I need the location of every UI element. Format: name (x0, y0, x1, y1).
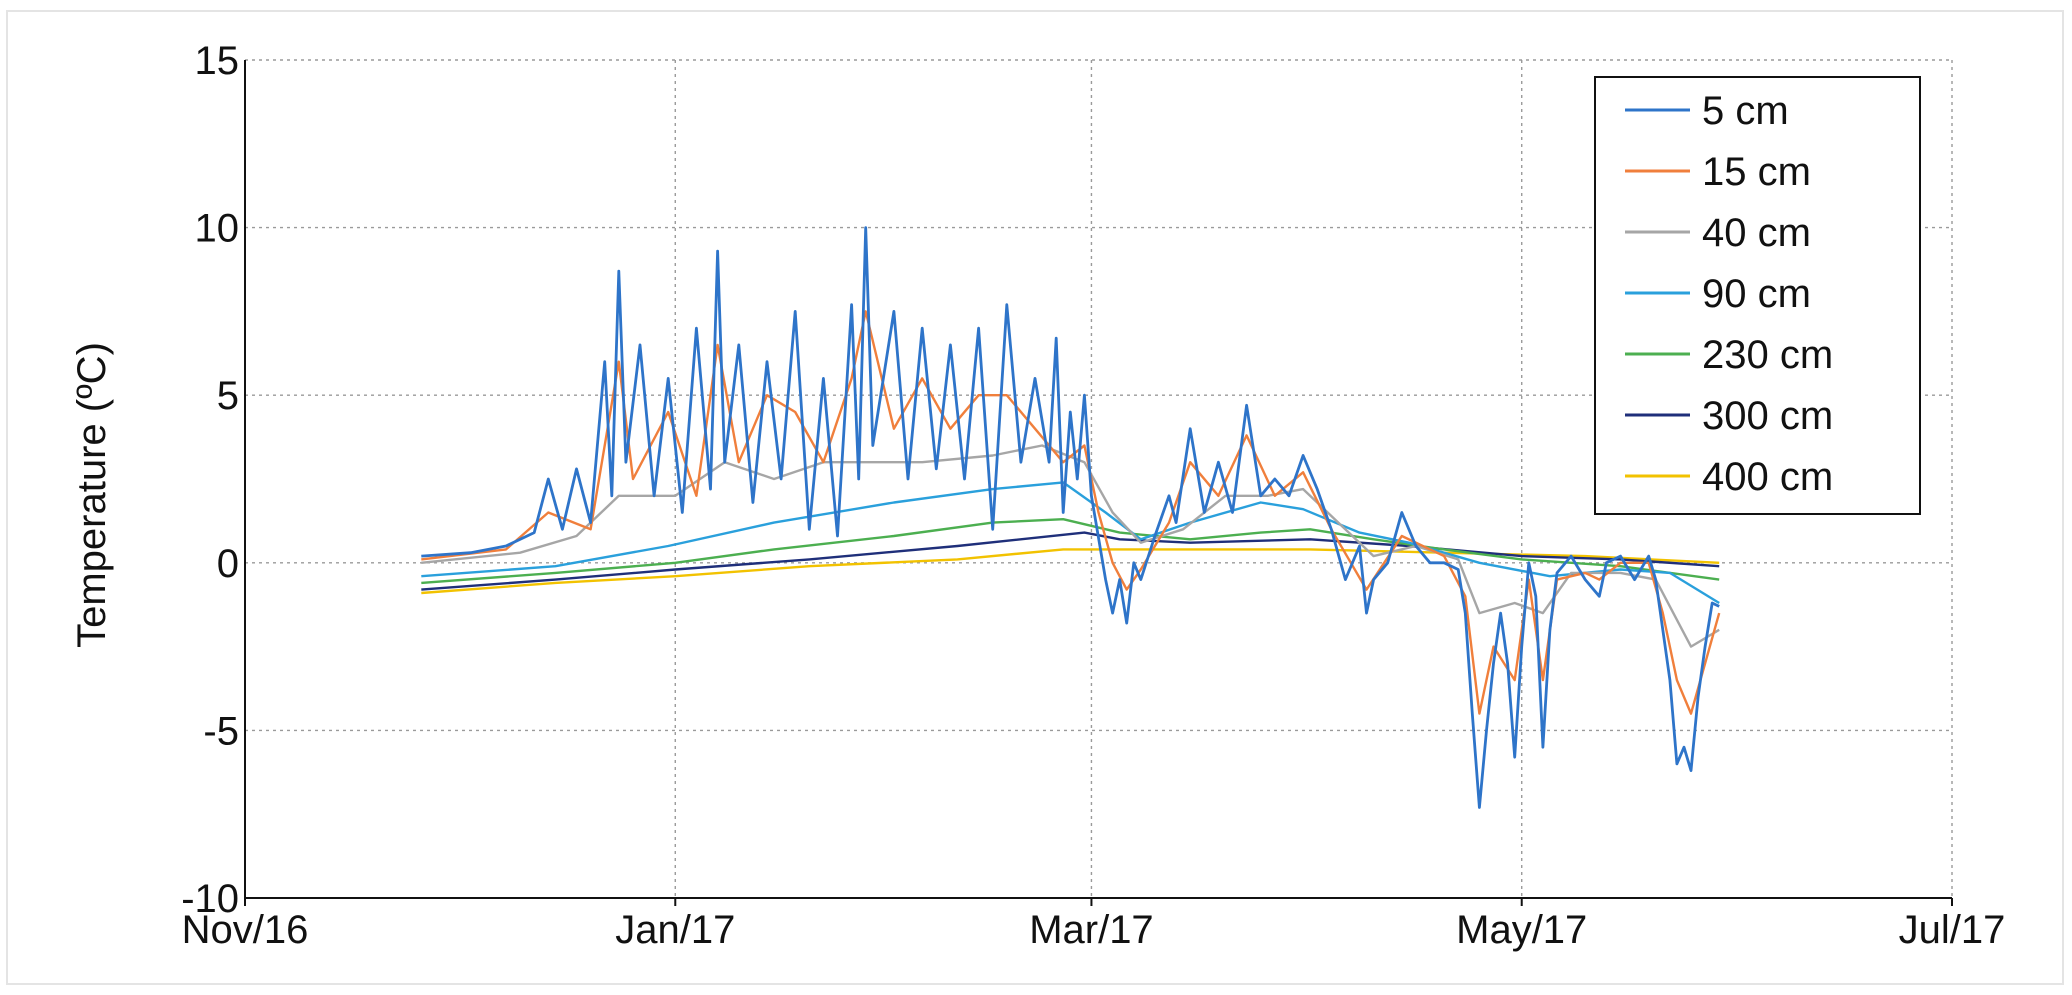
series-line-300-cm (421, 531, 1720, 591)
y-tick-label: 10 (195, 207, 240, 251)
y-tick-label: -10 (181, 877, 239, 921)
axes (244, 60, 1952, 899)
legend: 5 cm 15 cm 40 cm 90 cm 230 cm 300 cm 400 cm (1594, 76, 1921, 515)
y-tick-label: 5 (217, 374, 239, 418)
x-tick-labels: Nov/16 Jan/17 Mar/17 May/17 Jul/17 (182, 908, 2006, 952)
series-line-15-cm (421, 310, 1721, 715)
series-line-5-cm (421, 226, 1720, 809)
y-axis-title: Temperature (ºC) (70, 342, 114, 648)
legend-label: 15 cm (1702, 150, 1811, 194)
legend-label: 5 cm (1702, 89, 1789, 133)
series-line-90-cm (421, 481, 1720, 605)
x-tick-label: Jul/17 (1899, 908, 2006, 952)
legend-label: 40 cm (1702, 211, 1811, 255)
x-tick-label: Nov/16 (182, 908, 309, 952)
legend-label: 400 cm (1702, 455, 1833, 499)
y-tick-label: -5 (203, 709, 239, 753)
series-lines (421, 226, 1721, 809)
y-tick-label: 0 (217, 542, 239, 586)
y-tick-labels: 15 10 5 0 -5 -10 (181, 39, 239, 921)
x-tick-label: Jan/17 (615, 908, 735, 952)
legend-label: 230 cm (1702, 333, 1833, 377)
legend-label: 300 cm (1702, 394, 1833, 438)
legend-box (1594, 76, 1921, 515)
legend-label: 90 cm (1702, 272, 1811, 316)
y-tick-label: 15 (195, 39, 240, 83)
x-tick-label: May/17 (1456, 908, 1587, 952)
x-tick-label: Mar/17 (1029, 908, 1154, 952)
